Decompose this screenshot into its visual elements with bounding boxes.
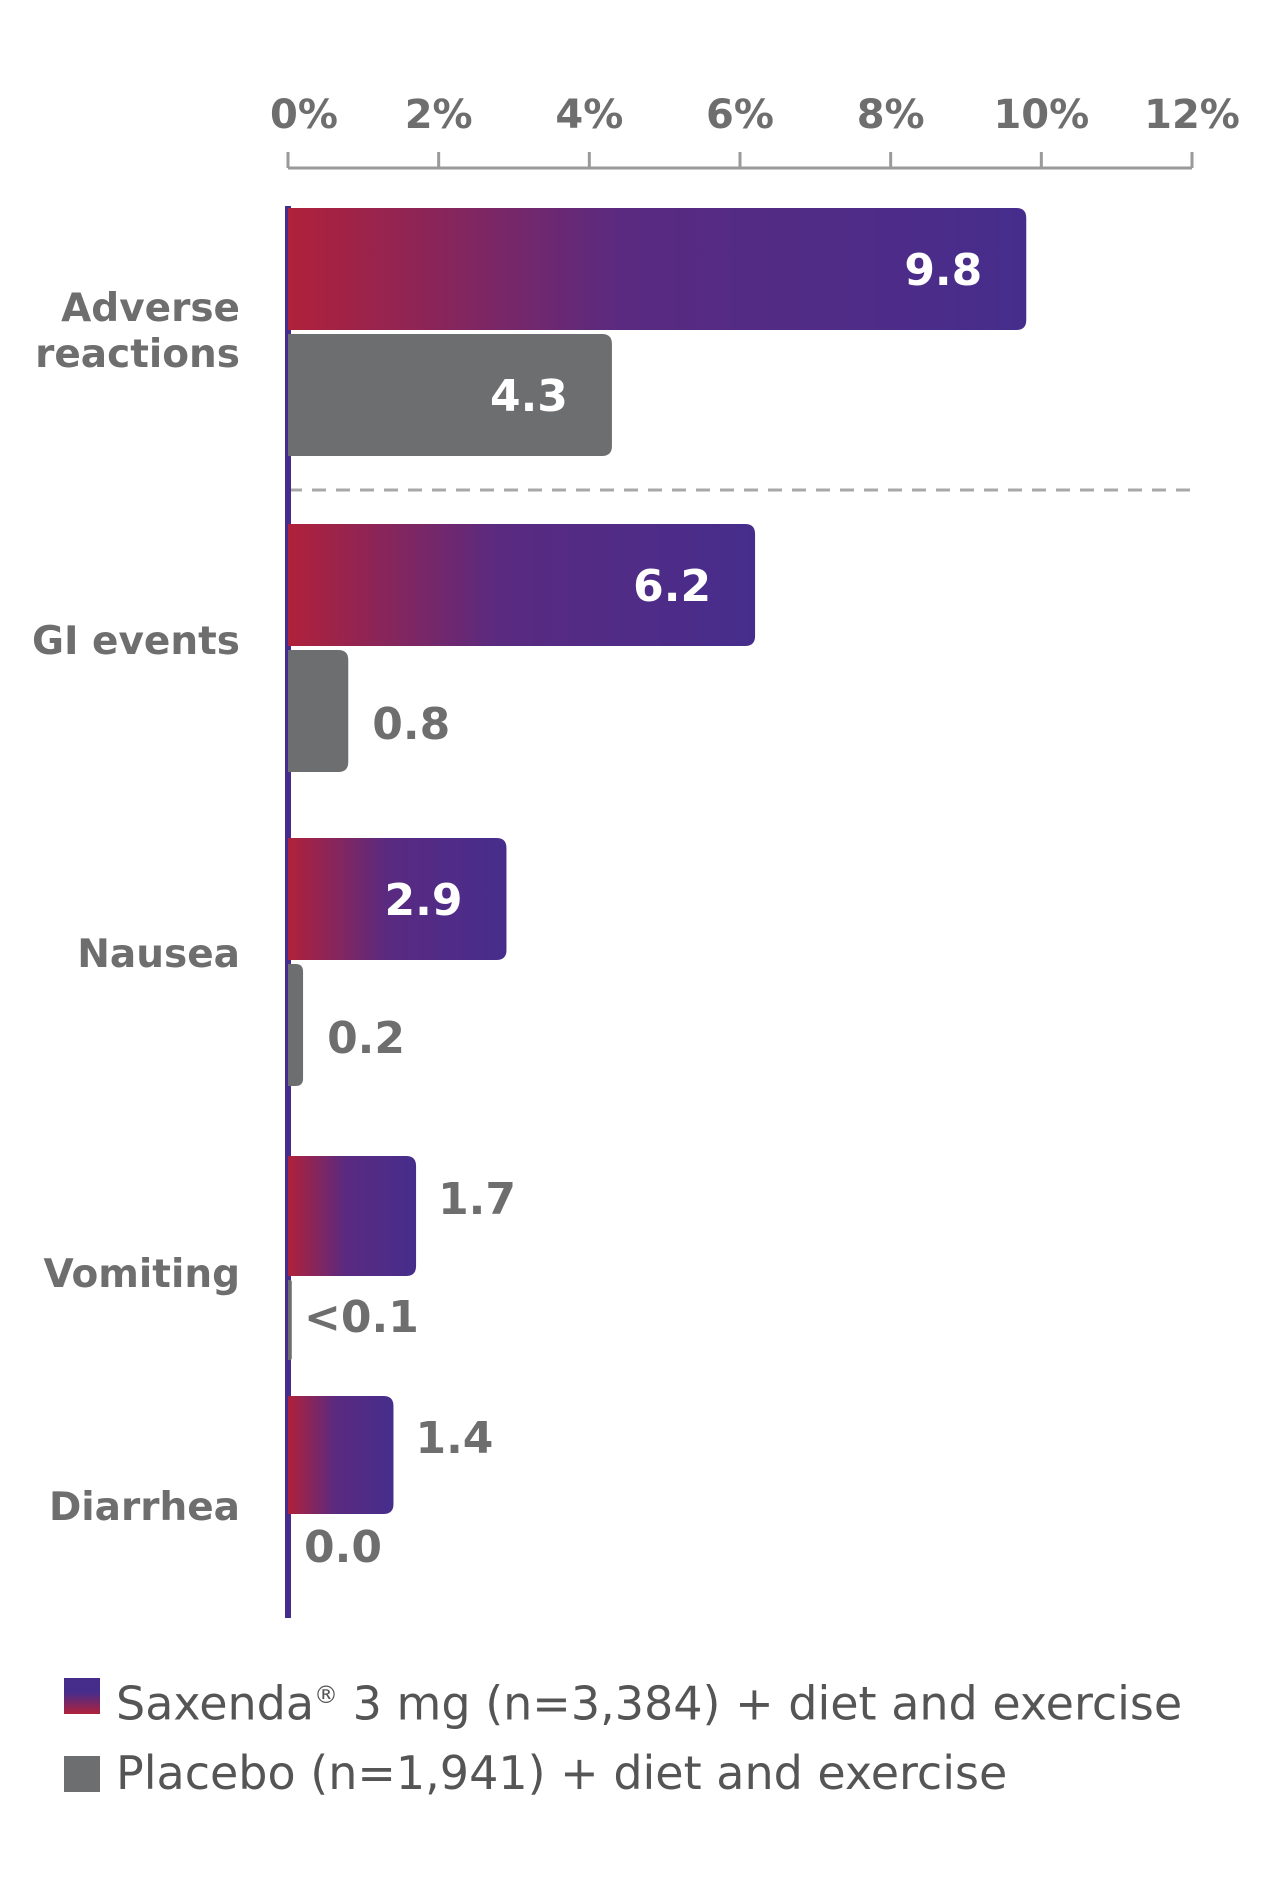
x-tick-label: 12% [1144,92,1240,138]
category-label: Diarrhea [49,1485,240,1530]
x-tick-label: 6% [706,92,774,138]
legend-saxenda-sup: ® [314,1681,339,1709]
category-label: Vomiting [43,1252,240,1297]
x-tick-label: 0% [270,92,338,138]
x-tick-label: 4% [555,92,623,138]
bar-saxenda [288,838,507,960]
data-label-saxenda: 1.4 [415,1413,493,1464]
legend-label-placebo: Placebo (n=1,941) + diet and exercise [116,1746,1008,1800]
data-label-placebo: 0.8 [372,699,450,750]
data-label-placebo: 4.3 [490,371,568,422]
bar-saxenda [288,524,756,646]
legend-label-saxenda: Saxenda® 3 mg (n=3,384) + diet and exerc… [116,1660,1182,1738]
data-label-saxenda: 2.9 [385,875,463,926]
data-label-placebo: <0.1 [304,1292,419,1343]
bar-saxenda [288,208,1027,330]
category-label: reactions [35,332,240,377]
bar-placebo [288,650,349,772]
category-label: Adverse [61,286,240,331]
x-tick-label: 2% [405,92,473,138]
legend-saxenda-suffix: 3 mg (n=3,384) + diet and exercise [338,1676,1183,1731]
x-tick-label: 10% [993,92,1089,138]
legend-swatch-saxenda [64,1678,100,1714]
bar-saxenda [288,1156,417,1276]
data-label-saxenda: 9.8 [904,245,982,296]
legend-item-saxenda: Saxenda® 3 mg (n=3,384) + diet and exerc… [64,1660,1264,1730]
category-label: GI events [32,619,240,664]
bar-saxenda [288,1396,394,1514]
bar-placebo [288,334,612,456]
legend-swatch-placebo [64,1756,100,1792]
category-label: Nausea [77,932,240,977]
data-label-placebo: 0.0 [304,1522,382,1573]
bar-placebo [288,1280,292,1360]
data-label-saxenda: 6.2 [633,561,711,612]
bar-placebo [288,964,304,1086]
legend-saxenda-prefix: Saxenda [116,1676,315,1731]
data-label-placebo: 0.2 [327,1013,405,1064]
legend-item-placebo: Placebo (n=1,941) + diet and exercise [64,1738,1264,1808]
x-tick-label: 8% [857,92,925,138]
data-label-saxenda: 1.7 [438,1174,516,1225]
